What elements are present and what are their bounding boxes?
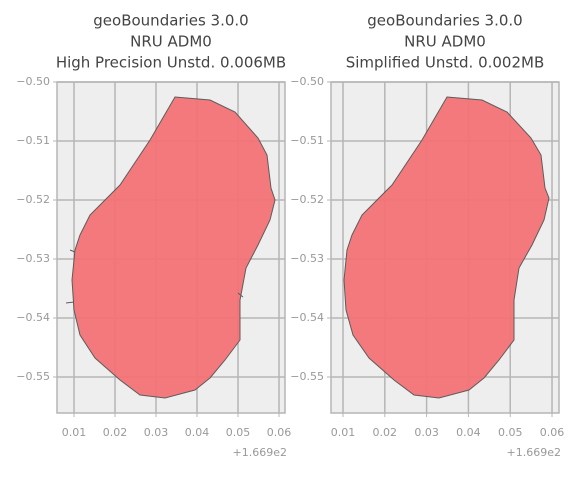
boundary-shape (65, 96, 276, 399)
x-tick-label: 0.02 (103, 426, 128, 439)
chart-title: NRU ADM0 (130, 33, 212, 51)
y-tick-label: −0.53 (16, 252, 50, 265)
x-tick-label: 0.05 (226, 426, 251, 439)
axes-frame (330, 81, 560, 414)
y-tick-label: −0.53 (290, 252, 324, 265)
y-tick-label: −0.51 (16, 134, 50, 147)
x-tick-label: 0.02 (373, 426, 398, 439)
boundary-shape (343, 96, 550, 399)
x-offset-label: +1.669e2 (507, 446, 561, 459)
chart-title: Simplified Unstd. 0.002MB (346, 54, 545, 72)
y-tick-label: −0.52 (290, 193, 324, 206)
chart-title: geoBoundaries 3.0.0 (367, 12, 522, 30)
x-tick-label: 0.06 (540, 426, 565, 439)
x-tick-label: 0.03 (414, 426, 439, 439)
x-tick-label: 0.04 (456, 426, 481, 439)
chart-title: NRU ADM0 (404, 33, 486, 51)
y-tick-label: −0.50 (16, 75, 50, 88)
x-tick-label: 0.05 (498, 426, 523, 439)
x-tick-label: 0.04 (185, 426, 210, 439)
y-tick-label: −0.51 (290, 134, 324, 147)
y-tick-label: −0.54 (16, 311, 50, 324)
y-tick-label: −0.50 (290, 75, 324, 88)
y-tick-label: −0.55 (16, 370, 50, 383)
x-offset-label: +1.669e2 (233, 446, 287, 459)
x-tick-label: 0.06 (267, 426, 292, 439)
chart-title: High Precision Unstd. 0.006MB (56, 54, 286, 72)
y-tick-label: −0.54 (290, 311, 324, 324)
x-tick-label: 0.01 (331, 426, 356, 439)
y-tick-label: −0.52 (16, 193, 50, 206)
y-tick-label: −0.55 (290, 370, 324, 383)
x-tick-label: 0.03 (144, 426, 169, 439)
x-tick-label: 0.01 (62, 426, 87, 439)
chart-title: geoBoundaries 3.0.0 (93, 12, 248, 30)
axes-frame (56, 81, 286, 414)
